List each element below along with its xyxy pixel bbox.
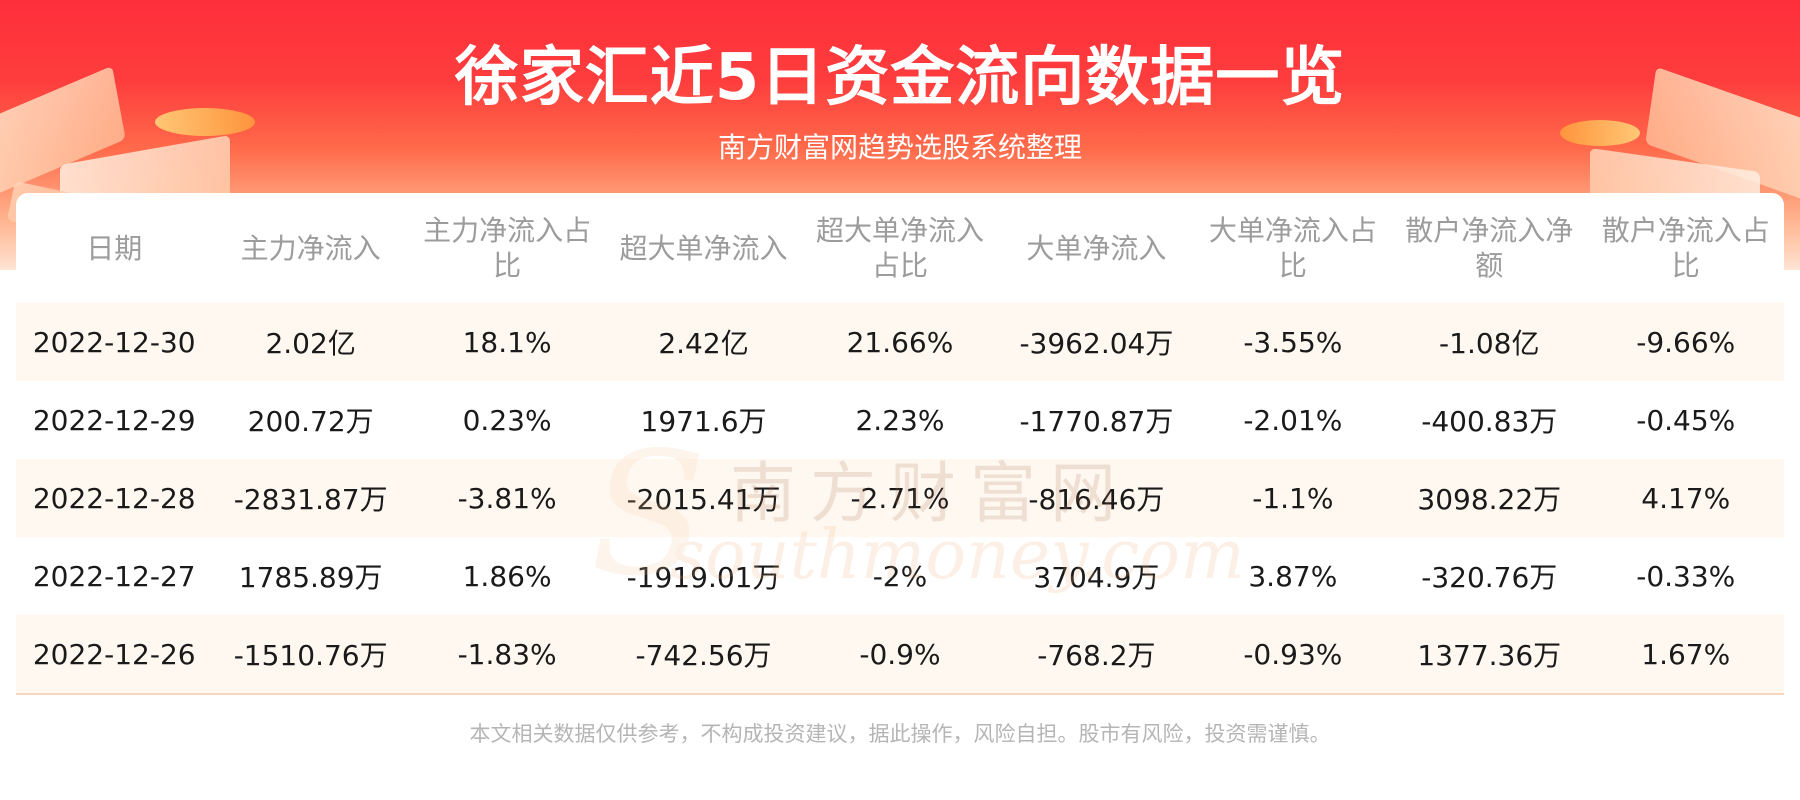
table-cell: 200.72万 xyxy=(212,381,409,459)
table-cell: 3704.9万 xyxy=(998,537,1195,615)
table-cell: -1510.76万 xyxy=(212,615,409,695)
column-header: 散户净流入净额 xyxy=(1405,214,1574,282)
fund-flow-table: 日期 主力净流入 主力净流入占比 超大单净流入 超大单净流入占比 大单净流入 大… xyxy=(16,193,1784,695)
table-cell: -2.01% xyxy=(1194,381,1392,459)
table-cell: 1377.36万 xyxy=(1391,615,1588,695)
table-cell: 4.17% xyxy=(1587,459,1784,537)
column-header: 超大单净流入 xyxy=(619,231,788,265)
column-header: 散户净流入占比 xyxy=(1601,214,1770,282)
table-cell: -768.2万 xyxy=(998,615,1195,695)
table-cell: 1785.89万 xyxy=(212,537,409,615)
table-cell: -3.81% xyxy=(408,459,606,537)
table-cell-date: 2022-12-30 xyxy=(16,303,213,381)
table-cell: -400.83万 xyxy=(1391,381,1588,459)
table-cell: -2015.41万 xyxy=(605,459,802,537)
table-cell: -9.66% xyxy=(1587,303,1784,381)
table-row: 2022-12-27 1785.89万 1.86% -1919.01万 -2% … xyxy=(16,537,1784,615)
table-cell-date: 2022-12-27 xyxy=(16,537,213,615)
table-cell: -0.93% xyxy=(1194,615,1392,695)
table-header-row: 日期 主力净流入 主力净流入占比 超大单净流入 超大单净流入占比 大单净流入 大… xyxy=(16,193,1784,303)
decorative-coin xyxy=(1560,120,1640,146)
column-header: 主力净流入占比 xyxy=(423,214,592,282)
table-cell: -0.9% xyxy=(801,615,999,695)
table-cell: -1919.01万 xyxy=(605,537,802,615)
table-cell: 0.23% xyxy=(408,381,606,459)
table-cell: -3.55% xyxy=(1194,303,1392,381)
table-cell: -2831.87万 xyxy=(212,459,409,537)
column-header: 日期 xyxy=(86,231,143,265)
table-row: 2022-12-26 -1510.76万 -1.83% -742.56万 -0.… xyxy=(16,615,1784,695)
table-row: 2022-12-28 -2831.87万 -3.81% -2015.41万 -2… xyxy=(16,459,1784,537)
table-cell: 3098.22万 xyxy=(1391,459,1588,537)
table-cell: -1.83% xyxy=(408,615,606,695)
column-header: 超大单净流入占比 xyxy=(815,214,984,282)
table-cell-date: 2022-12-28 xyxy=(16,459,213,537)
table-cell-date: 2022-12-29 xyxy=(16,381,213,459)
table-cell: -320.76万 xyxy=(1391,537,1588,615)
table-cell: -1770.87万 xyxy=(998,381,1195,459)
table-cell: 2.42亿 xyxy=(605,303,802,381)
table-cell: -2% xyxy=(801,537,999,615)
table-cell-date: 2022-12-26 xyxy=(16,615,213,695)
page-title: 徐家汇近5日资金流向数据一览 xyxy=(454,41,1346,115)
table-cell: -1.08亿 xyxy=(1391,303,1588,381)
table-row: 2022-12-30 2.02亿 18.1% 2.42亿 21.66% -396… xyxy=(16,303,1784,381)
column-header: 大单净流入占比 xyxy=(1208,214,1377,282)
table-row: 2022-12-29 200.72万 0.23% 1971.6万 2.23% -… xyxy=(16,381,1784,459)
table-cell: 1.67% xyxy=(1587,615,1784,695)
table-cell: -742.56万 xyxy=(605,615,802,695)
table-cell: -2.71% xyxy=(801,459,999,537)
column-header: 主力净流入 xyxy=(240,231,381,265)
column-header: 大单净流入 xyxy=(1026,231,1167,265)
table-cell: -3962.04万 xyxy=(998,303,1195,381)
table-cell: 1971.6万 xyxy=(605,381,802,459)
table-cell: -1.1% xyxy=(1194,459,1392,537)
page-subtitle: 南方财富网趋势选股系统整理 xyxy=(717,131,1082,164)
table-cell: 3.87% xyxy=(1194,537,1392,615)
disclaimer: 本文相关数据仅供参考，不构成投资建议，据此操作，风险自担。股市有风险，投资需谨慎… xyxy=(469,722,1331,746)
table-cell: -0.45% xyxy=(1587,381,1784,459)
table-cell: -816.46万 xyxy=(998,459,1195,537)
table-cell: 21.66% xyxy=(801,303,999,381)
table-cell: 1.86% xyxy=(408,537,606,615)
table-cell: 18.1% xyxy=(408,303,606,381)
decorative-coin xyxy=(155,108,255,136)
table-cell: -0.33% xyxy=(1587,537,1784,615)
table-cell: 2.23% xyxy=(801,381,999,459)
table-cell: 2.02亿 xyxy=(212,303,409,381)
